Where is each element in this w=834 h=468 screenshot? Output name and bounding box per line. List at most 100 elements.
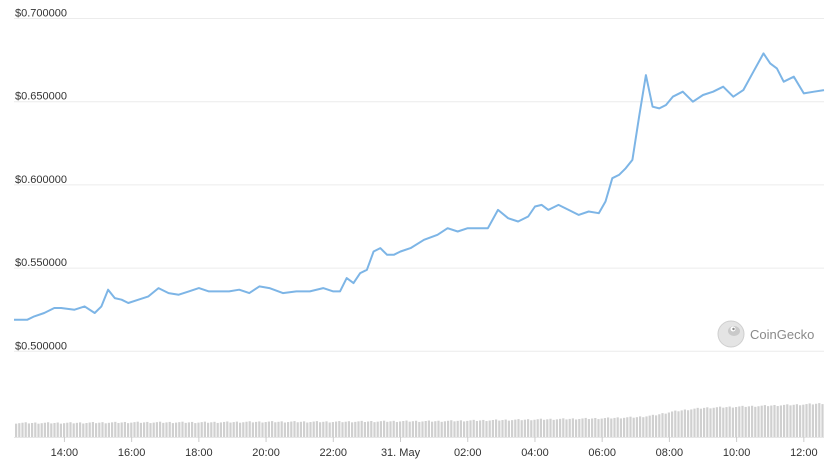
volume-bar	[584, 417, 587, 437]
volume-bar	[136, 421, 139, 437]
price-line-group	[14, 52, 825, 321]
volume-bar	[722, 407, 725, 437]
volume-bar	[514, 419, 517, 437]
volume-bar	[693, 408, 696, 437]
volume-bar	[133, 422, 136, 437]
volume-bar	[360, 420, 363, 437]
volume-bar	[82, 423, 85, 437]
volume-bar	[578, 418, 581, 437]
volume-bar	[408, 421, 411, 437]
volume-bar	[149, 423, 152, 437]
volume-bar	[143, 422, 146, 437]
volume-bar	[805, 404, 808, 437]
volume-bar	[47, 422, 50, 437]
volume-bar	[309, 422, 312, 437]
volume-bar	[91, 422, 94, 437]
y-tick-label: $0.700000	[15, 8, 67, 20]
volume-bar	[690, 409, 693, 437]
volume-bar	[347, 421, 350, 437]
volume-bar	[72, 423, 75, 437]
volume-bar	[239, 422, 242, 437]
x-tick-label: 18:00	[185, 447, 213, 459]
x-tick-label: 10:00	[723, 447, 751, 459]
volume-bar	[658, 414, 661, 437]
volume-bar	[258, 421, 261, 437]
volume-bar	[367, 421, 370, 437]
volume-bar	[607, 417, 610, 437]
volume-bar	[507, 420, 510, 437]
volume-bar	[178, 422, 181, 437]
volume-bar	[402, 420, 405, 437]
volume-bar	[127, 423, 130, 437]
volume-bar	[472, 419, 475, 437]
volume-bar	[399, 421, 402, 437]
volume-bar	[459, 420, 462, 437]
volume-bar	[546, 419, 549, 437]
volume-bar	[376, 421, 379, 437]
volume-bar	[648, 415, 651, 437]
y-tick-label: $0.600000	[15, 174, 67, 186]
volume-bar	[424, 420, 427, 437]
volume-bar	[213, 421, 216, 437]
volume-bar	[434, 421, 437, 437]
volume-bar	[523, 419, 526, 437]
volume-bar	[575, 419, 578, 437]
volume-bar	[373, 422, 376, 437]
volume-bar	[203, 421, 206, 437]
volume-bar	[699, 408, 702, 437]
volume-bar	[520, 420, 523, 437]
volume-bar	[667, 412, 670, 437]
volume-bar	[75, 422, 78, 437]
volume-bar	[159, 421, 162, 437]
volume-bar	[344, 421, 347, 437]
volume-bar	[811, 404, 814, 437]
volume-bar	[379, 421, 382, 437]
volume-bar	[168, 421, 171, 437]
watermark-text: CoinGecko	[750, 327, 814, 342]
volume-bar	[197, 422, 200, 437]
volume-bar	[31, 422, 34, 437]
volume-bar	[728, 406, 731, 437]
volume-bar	[475, 420, 478, 437]
volume-bar	[56, 422, 59, 437]
volume-bar	[767, 406, 770, 437]
volume-bar	[619, 418, 622, 437]
volume-bar	[232, 422, 235, 437]
volume-bar	[789, 405, 792, 437]
volume-bar	[482, 419, 485, 437]
volume-bar	[85, 423, 88, 437]
volume-bar	[677, 411, 680, 437]
volume-bar	[123, 421, 126, 437]
volume-bar	[466, 420, 469, 437]
volume-bar	[597, 419, 600, 437]
volume-bar	[738, 406, 741, 437]
volume-bar	[552, 419, 555, 437]
volume-bar	[277, 421, 280, 437]
volume-bar	[152, 422, 155, 437]
volume-bar	[799, 405, 802, 437]
volume-bar	[661, 413, 664, 437]
volume-bar	[645, 416, 648, 437]
volume-bar	[315, 421, 318, 437]
volume-bar	[696, 407, 699, 437]
volume-bar	[15, 423, 18, 437]
volume-bar	[818, 403, 821, 437]
volume-bar	[703, 407, 706, 437]
volume-bar	[763, 405, 766, 437]
volume-bar	[485, 421, 488, 437]
volume-bar	[450, 420, 453, 437]
volume-bar	[117, 422, 120, 437]
volume-bar	[50, 423, 53, 437]
volume-bar	[280, 421, 283, 437]
volume-bar	[395, 421, 398, 437]
x-tick-label: 16:00	[118, 447, 146, 459]
volume-bar	[98, 422, 101, 437]
volume-bar	[351, 422, 354, 437]
volume-bar	[386, 421, 389, 437]
y-tick-label: $0.500000	[15, 340, 67, 352]
volume-bar	[712, 407, 715, 437]
volume-bar	[267, 421, 270, 437]
volume-bar	[261, 422, 264, 437]
volume-bar	[411, 421, 414, 437]
